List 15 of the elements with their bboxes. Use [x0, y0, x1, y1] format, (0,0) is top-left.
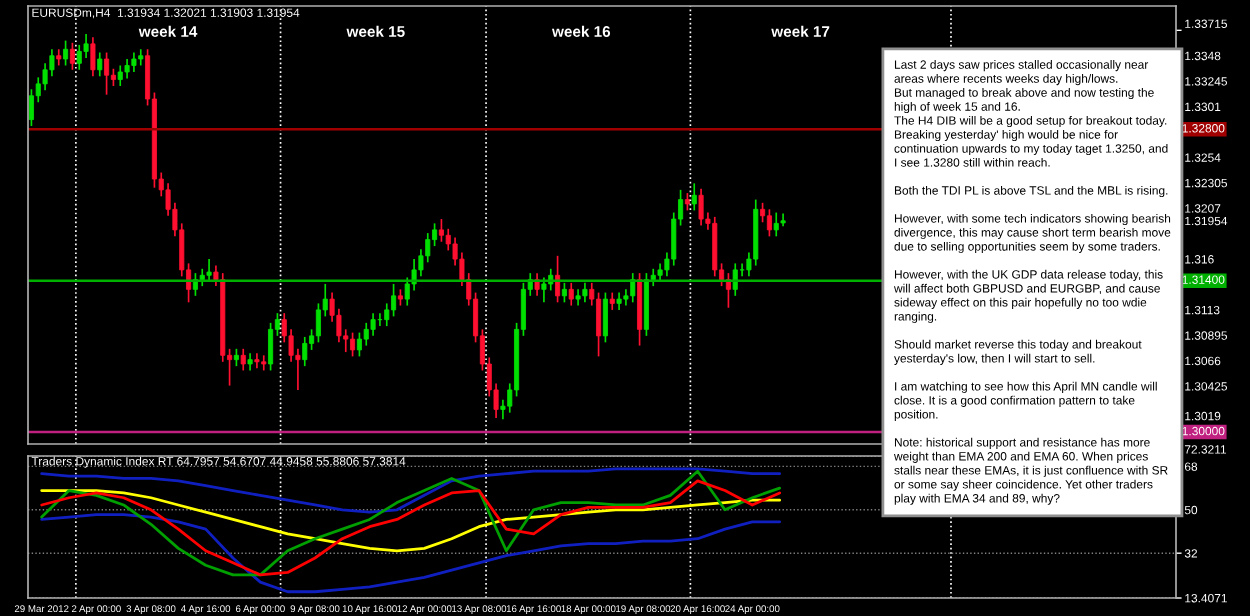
candlestick	[541, 276, 547, 304]
candlestick	[575, 288, 581, 307]
candlestick	[438, 218, 444, 243]
candlestick	[56, 48, 62, 67]
line-series	[40, 489, 782, 553]
line-series	[40, 513, 782, 594]
candlestick	[616, 291, 622, 311]
candlestick	[350, 331, 356, 358]
candlestick	[138, 48, 144, 67]
candlestick	[780, 212, 786, 228]
candlestick	[247, 352, 253, 372]
line-series	[40, 467, 782, 514]
candlestick	[356, 331, 362, 358]
candlestick	[609, 291, 615, 311]
candlestick	[261, 354, 267, 372]
